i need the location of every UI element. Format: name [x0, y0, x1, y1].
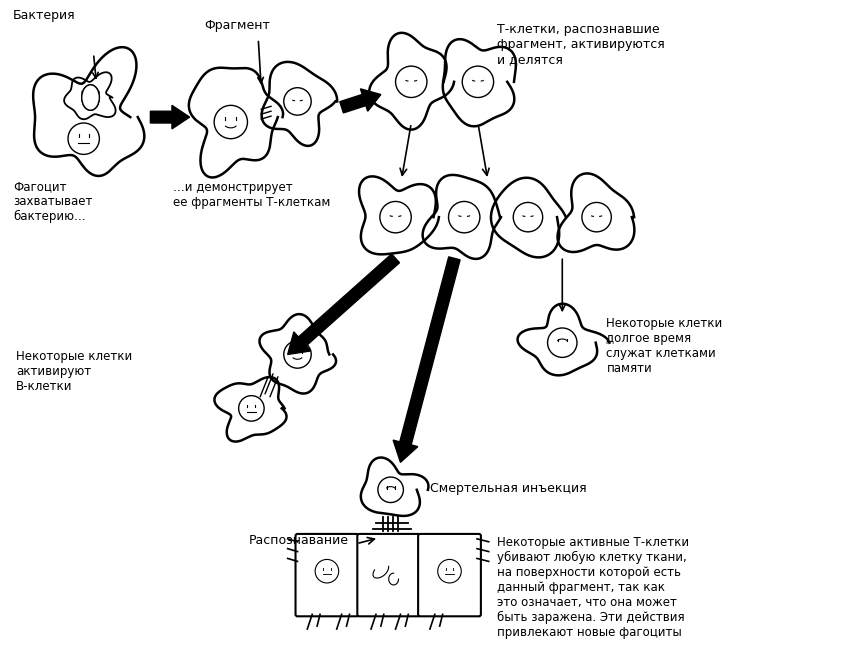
- Text: Некоторые активные Т-клетки
убивают любую клетку ткани,
на поверхности которой е: Некоторые активные Т-клетки убивают любу…: [497, 536, 689, 639]
- FancyBboxPatch shape: [357, 534, 420, 616]
- Circle shape: [378, 477, 404, 503]
- Polygon shape: [189, 68, 283, 177]
- Circle shape: [438, 559, 461, 583]
- Polygon shape: [491, 178, 566, 257]
- Text: Некоторые клетки
долгое время
служат клетками
памяти: Некоторые клетки долгое время служат кле…: [606, 317, 722, 375]
- Polygon shape: [369, 33, 454, 130]
- Text: Смертельная инъекция: Смертельная инъекция: [430, 482, 587, 495]
- Polygon shape: [443, 39, 516, 127]
- Circle shape: [548, 328, 577, 358]
- Polygon shape: [215, 377, 287, 442]
- Polygon shape: [259, 314, 336, 394]
- Text: Бактерия: Бактерия: [13, 9, 75, 22]
- Text: …и демонстрирует
ее фрагменты Т-клеткам: …и демонстрирует ее фрагменты Т-клеткам: [173, 181, 331, 209]
- Polygon shape: [361, 458, 428, 516]
- FancyBboxPatch shape: [295, 534, 359, 616]
- FancyArrow shape: [150, 105, 190, 129]
- Text: Распознавание: Распознавание: [248, 534, 349, 547]
- Polygon shape: [81, 92, 99, 103]
- FancyArrow shape: [287, 254, 399, 354]
- Circle shape: [395, 66, 427, 97]
- Polygon shape: [422, 175, 501, 259]
- Circle shape: [215, 105, 248, 139]
- Circle shape: [462, 66, 494, 97]
- Circle shape: [380, 201, 411, 233]
- Circle shape: [315, 559, 338, 583]
- Circle shape: [238, 396, 264, 421]
- Text: Фагоцит
захватывает
бактерию…: Фагоцит захватывает бактерию…: [13, 180, 92, 223]
- Ellipse shape: [81, 85, 99, 111]
- Circle shape: [284, 88, 311, 115]
- Ellipse shape: [81, 85, 99, 111]
- Text: Т-клетки, распознавшие
фрагмент, активируются
и делятся: Т-клетки, распознавшие фрагмент, активир…: [497, 23, 664, 66]
- Polygon shape: [517, 304, 610, 376]
- Circle shape: [449, 201, 480, 233]
- Circle shape: [68, 123, 99, 155]
- Circle shape: [582, 202, 611, 232]
- Circle shape: [513, 202, 543, 232]
- Text: Фрагмент: Фрагмент: [204, 19, 271, 32]
- Polygon shape: [262, 62, 338, 146]
- Polygon shape: [359, 176, 439, 254]
- Polygon shape: [33, 47, 144, 176]
- FancyArrow shape: [340, 89, 381, 113]
- Circle shape: [284, 341, 311, 368]
- FancyArrow shape: [393, 257, 460, 462]
- Polygon shape: [64, 72, 115, 119]
- Polygon shape: [557, 173, 634, 252]
- Text: Некоторые клетки
активируют
В-клетки: Некоторые клетки активируют В-клетки: [16, 350, 132, 392]
- FancyBboxPatch shape: [418, 534, 481, 616]
